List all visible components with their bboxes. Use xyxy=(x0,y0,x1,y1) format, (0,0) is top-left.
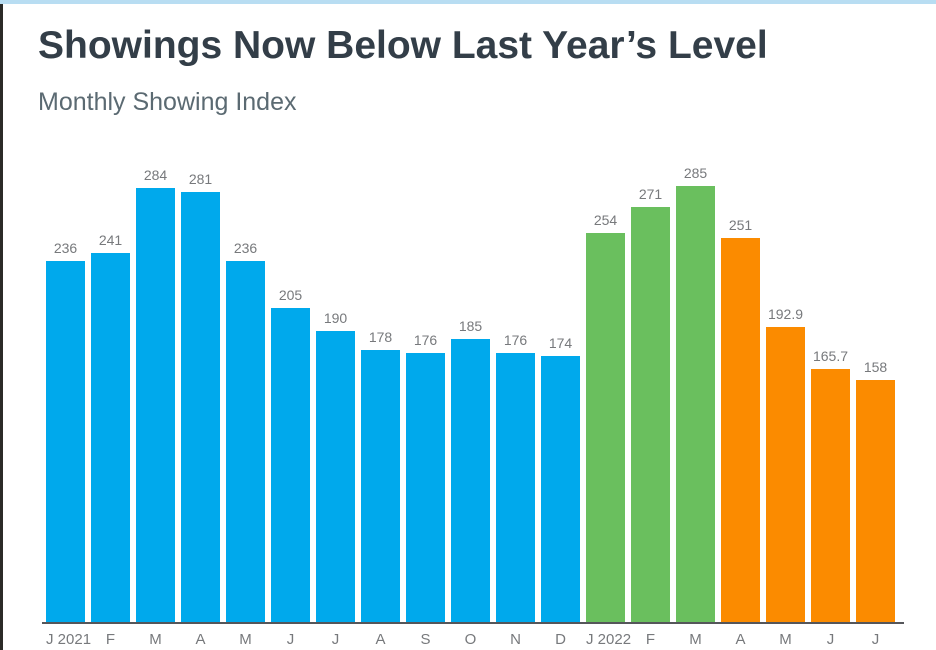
bar-column: 281 xyxy=(181,171,220,622)
bar-column: 165.7 xyxy=(811,348,850,622)
left-edge-strip xyxy=(0,0,3,650)
bar xyxy=(361,350,400,622)
x-axis-tick-label: F xyxy=(105,631,116,648)
bar-column: 251 xyxy=(721,217,760,622)
bar-value-label: 271 xyxy=(638,186,663,202)
x-axis-tick-label: A xyxy=(375,631,386,648)
bar-value-label: 205 xyxy=(278,287,303,303)
x-axis-tick-label: N xyxy=(510,631,521,648)
bar-column: 178 xyxy=(361,329,400,622)
bar xyxy=(46,261,85,622)
bar-value-label: 178 xyxy=(368,329,393,345)
x-axis-tick-label: M xyxy=(239,631,252,648)
bar-value-label: 284 xyxy=(143,167,168,183)
bar-column: 176 xyxy=(496,332,535,622)
bar-value-label: 176 xyxy=(413,332,438,348)
bar xyxy=(91,253,130,622)
bar xyxy=(316,331,355,622)
bar-value-label: 236 xyxy=(233,240,258,256)
bar xyxy=(721,238,760,622)
bar-column: 190 xyxy=(316,310,355,622)
bar xyxy=(676,186,715,622)
bar-column: 271 xyxy=(631,186,670,622)
bar-value-label: 174 xyxy=(548,335,573,351)
x-axis-tick-label: S xyxy=(420,631,431,648)
x-axis-tick-label: M xyxy=(779,631,792,648)
x-axis-tick-label: M xyxy=(689,631,702,648)
bar-column: 176 xyxy=(406,332,445,622)
chart-title: Showings Now Below Last Year’s Level xyxy=(38,24,768,67)
bar-column: 236 xyxy=(226,240,265,622)
x-axis-tick-label: A xyxy=(735,631,746,648)
bar-column: 174 xyxy=(541,335,580,622)
bar-value-label: 236 xyxy=(53,240,78,256)
bar xyxy=(766,327,805,622)
bar xyxy=(226,261,265,622)
bar-column: 284 xyxy=(136,167,175,622)
bar-column: 158 xyxy=(856,359,895,622)
bar-value-label: 176 xyxy=(503,332,528,348)
bar-value-label: 192.9 xyxy=(767,306,804,322)
bar-column: 192.9 xyxy=(766,306,805,622)
bar xyxy=(271,308,310,622)
bar-value-label: 281 xyxy=(188,171,213,187)
x-axis-tick-label: F xyxy=(645,631,656,648)
x-axis-tick-label: J 2021 xyxy=(46,631,92,648)
bar-chart: 236 241 284 281 236 205 190 178 176 185 176 174 254 2… xyxy=(42,165,904,648)
top-accent-strip xyxy=(0,0,936,4)
x-axis-tick-label: J xyxy=(871,631,880,648)
bar-column: 285 xyxy=(676,165,715,622)
x-axis-tick-label: J xyxy=(331,631,340,648)
bar-column: 185 xyxy=(451,318,490,622)
x-axis-tick-label: J 2022 xyxy=(586,631,632,648)
x-axis-tick-label: J xyxy=(826,631,835,648)
bar xyxy=(406,353,445,622)
x-axis-tick-label: J xyxy=(286,631,295,648)
bar-value-label: 251 xyxy=(728,217,753,233)
bar-column: 236 xyxy=(46,240,85,622)
x-axis-tick-label: M xyxy=(149,631,162,648)
bar-value-label: 285 xyxy=(683,165,708,181)
bar xyxy=(451,339,490,622)
bar-value-label: 241 xyxy=(98,232,123,248)
bar xyxy=(811,369,850,622)
bar-chart-plot: 236 241 284 281 236 205 190 178 176 185 176 174 254 2… xyxy=(42,165,904,624)
bar xyxy=(586,233,625,622)
bar-value-label: 185 xyxy=(458,318,483,334)
bar-column: 205 xyxy=(271,287,310,622)
x-axis-labels: J 2021 F M A M J J A S O N D J 2022 F M A M J J xyxy=(42,631,904,648)
bar xyxy=(541,356,580,622)
bar-column: 241 xyxy=(91,232,130,622)
bar xyxy=(496,353,535,622)
x-axis-tick-label: A xyxy=(195,631,206,648)
bar-value-label: 190 xyxy=(323,310,348,326)
bar-column: 254 xyxy=(586,212,625,622)
bar-value-label: 158 xyxy=(863,359,888,375)
x-axis-tick-label: O xyxy=(464,631,477,648)
x-axis-tick-label: D xyxy=(555,631,566,648)
bar xyxy=(181,192,220,622)
bar xyxy=(631,207,670,622)
bar-value-label: 254 xyxy=(593,212,618,228)
bar xyxy=(856,380,895,622)
bar xyxy=(136,188,175,622)
bar-value-label: 165.7 xyxy=(812,348,849,364)
chart-subtitle: Monthly Showing Index xyxy=(38,88,297,116)
